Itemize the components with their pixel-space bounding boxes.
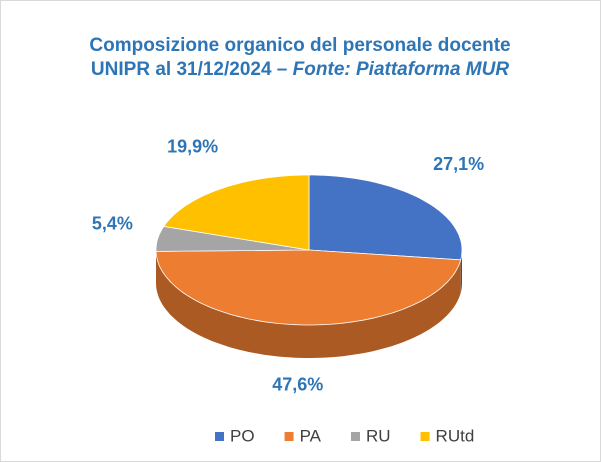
data-label: 5,4% bbox=[92, 213, 133, 233]
title-source: Fonte: Piattaforma MUR bbox=[292, 59, 510, 80]
legend-swatch bbox=[284, 432, 294, 441]
legend-label: RUtd bbox=[436, 426, 475, 445]
slice bbox=[308, 174, 463, 261]
slice-side bbox=[460, 250, 462, 293]
data-label: 19,9% bbox=[167, 136, 218, 156]
slice bbox=[163, 174, 310, 251]
legend-swatch bbox=[215, 432, 224, 441]
slice-side bbox=[156, 251, 461, 358]
data-label: 47,6% bbox=[272, 375, 323, 395]
legend-swatch bbox=[350, 432, 360, 441]
chart-title: Composizione organico del personale doce… bbox=[80, 34, 520, 82]
title-text: Composizione organico del personale doce… bbox=[89, 35, 511, 80]
slice bbox=[155, 225, 310, 252]
slice bbox=[155, 249, 462, 326]
legend-label: PO bbox=[230, 426, 255, 445]
legend-label: PA bbox=[300, 426, 322, 445]
legend-swatch bbox=[420, 432, 430, 441]
data-label: 27,1% bbox=[433, 154, 484, 174]
legend-label: RU bbox=[366, 426, 391, 445]
